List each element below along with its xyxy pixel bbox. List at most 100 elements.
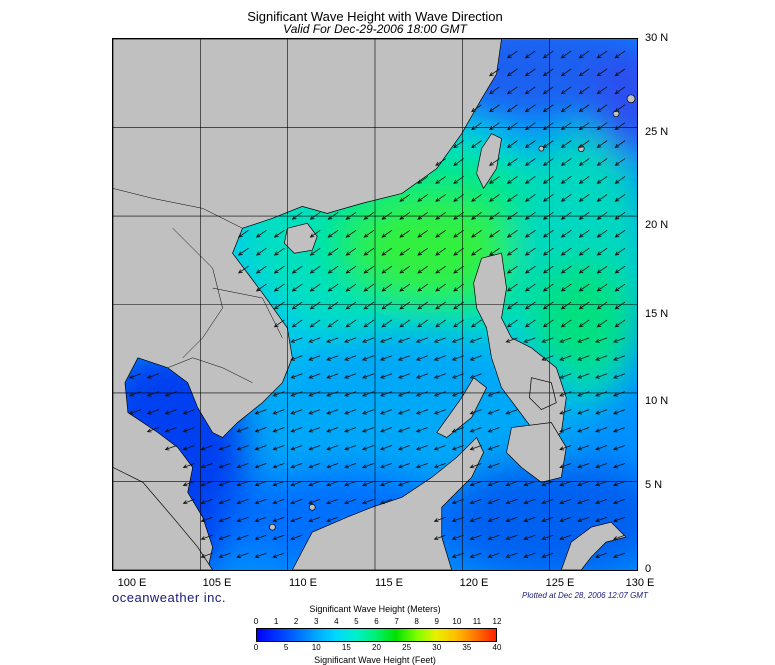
wave-arrow xyxy=(578,301,590,310)
wave-arrow xyxy=(291,265,303,274)
wave-arrow xyxy=(542,247,554,256)
wave-arrow xyxy=(453,301,464,310)
wave-arrow xyxy=(379,498,393,505)
wave-arrow xyxy=(200,498,213,505)
wave-arrow xyxy=(326,498,339,505)
wave-arrow xyxy=(595,337,608,343)
wave-arrow xyxy=(415,409,428,415)
wave-arrow xyxy=(218,463,231,469)
wave-arrow xyxy=(577,516,590,523)
lat-label-0: 0 xyxy=(645,563,652,575)
wave-arrow xyxy=(542,140,554,148)
wave-arrow xyxy=(254,552,267,558)
colorbar-meter-tick: 12 xyxy=(492,617,502,626)
wave-arrow xyxy=(236,552,249,558)
wave-arrow xyxy=(614,212,626,220)
wave-arrow xyxy=(577,409,590,415)
wave-arrow xyxy=(559,480,572,487)
wave-arrow xyxy=(182,463,195,469)
wave-arrow xyxy=(273,283,285,292)
wave-arrow xyxy=(577,480,590,487)
wave-arrow xyxy=(308,409,321,415)
wave-arrow xyxy=(290,373,303,379)
wave-arrow xyxy=(308,427,321,433)
wave-arrow xyxy=(290,534,303,541)
wave-arrow xyxy=(254,463,267,469)
wave-arrow xyxy=(471,122,482,131)
wave-arrow xyxy=(560,122,572,131)
wave-arrow xyxy=(614,140,626,148)
wave-arrow xyxy=(578,212,590,220)
wave-arrow xyxy=(379,427,393,433)
colorbar-feet-tick: 15 xyxy=(341,643,351,652)
wave-arrow xyxy=(524,68,536,77)
wave-arrow xyxy=(541,516,554,523)
wave-arrow xyxy=(487,498,500,505)
wave-arrow xyxy=(128,373,142,379)
wave-arrow xyxy=(559,409,572,415)
lon-label-100e: 100 E xyxy=(117,577,147,589)
colorbar-meter-tick: 8 xyxy=(414,617,419,626)
wave-arrow xyxy=(542,50,554,59)
wave-arrow xyxy=(379,337,393,343)
wave-arrow xyxy=(578,194,590,202)
wave-arrow xyxy=(343,463,357,469)
wave-arrow xyxy=(469,337,482,343)
wave-arrow xyxy=(469,409,482,415)
lon-label-120e: 120 E xyxy=(459,577,489,589)
wave-arrow xyxy=(272,409,285,415)
wave-arrow xyxy=(363,265,375,274)
wave-arrow xyxy=(577,391,590,397)
wave-arrow xyxy=(397,463,411,469)
wave-arrow xyxy=(577,445,590,451)
wave-arrow xyxy=(200,516,213,523)
wave-arrow xyxy=(595,552,608,558)
land-masses xyxy=(113,39,636,570)
wave-arrow xyxy=(343,409,357,415)
wave-arrow xyxy=(451,427,464,433)
wave-arrow xyxy=(345,229,357,238)
wave-arrow xyxy=(397,337,411,343)
wave-arrow xyxy=(326,445,339,451)
wave-arrow xyxy=(506,158,518,166)
wave-arrow xyxy=(578,158,590,166)
wave-arrow xyxy=(505,480,518,487)
colorbar-meter-tick: 9 xyxy=(434,617,439,626)
wave-arrow xyxy=(453,158,464,166)
wave-arrow xyxy=(596,140,608,148)
wave-arrow xyxy=(542,104,554,113)
wave-arrow xyxy=(361,409,375,415)
wave-arrow xyxy=(505,516,518,523)
wave-arrow xyxy=(273,301,285,310)
wave-arrow xyxy=(308,516,321,523)
wave-arrow xyxy=(487,552,500,558)
wave-arrow xyxy=(577,355,590,361)
colorbar-meter-tick: 6 xyxy=(374,617,379,626)
wave-arrow xyxy=(343,498,357,505)
wave-arrow xyxy=(326,516,339,523)
wave-arrow xyxy=(397,409,411,415)
wave-arrow xyxy=(453,283,464,292)
wave-arrow xyxy=(612,391,626,397)
wave-arrow xyxy=(524,104,536,113)
lon-label-130e: 130 E xyxy=(625,577,655,589)
wave-arrow xyxy=(236,534,249,541)
colorbar-feet-tick: 30 xyxy=(432,643,442,652)
wave-arrow xyxy=(290,516,303,523)
wave-arrow xyxy=(417,229,429,238)
wave-arrow xyxy=(506,122,518,131)
wave-arrow xyxy=(218,552,231,558)
wave-arrow xyxy=(272,498,285,505)
wave-arrow xyxy=(488,122,500,131)
wave-arrow xyxy=(560,229,572,238)
wave-arrow xyxy=(218,445,231,451)
wave-arrow xyxy=(505,337,518,343)
wave-arrow xyxy=(469,498,482,505)
wave-arrow xyxy=(578,86,590,95)
wave-arrow xyxy=(254,480,267,487)
wave-arrow xyxy=(453,194,464,202)
wave-arrow xyxy=(542,283,554,292)
wave-arrow xyxy=(524,194,536,202)
wave-arrow xyxy=(435,229,446,238)
wave-arrow xyxy=(542,86,554,95)
